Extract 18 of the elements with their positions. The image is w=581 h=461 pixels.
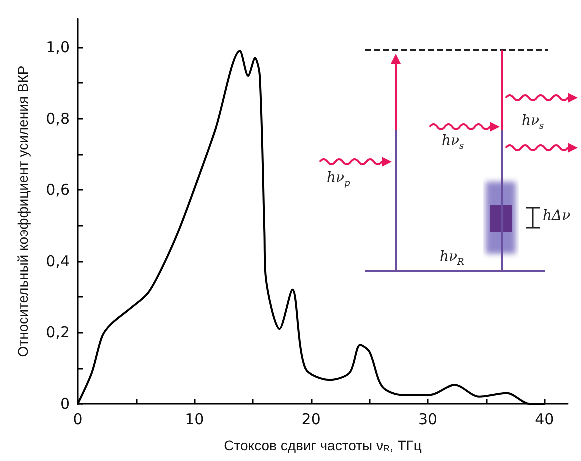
y-tick-label: 0,2 (46, 324, 70, 342)
y-tick-label: 1,0 (46, 38, 70, 57)
x-tick-label: 40 (535, 410, 554, 428)
annotation: hν$_{s}$ (522, 113, 544, 132)
x-tick-label: 10 (185, 410, 204, 428)
y-tick-label: 0,4 (46, 252, 70, 270)
annotation: hν$_{R}$ (440, 249, 464, 268)
x-tick-label: 30 (418, 410, 438, 428)
annotation: hΔν (543, 208, 571, 224)
x-tick-label: 20 (302, 410, 321, 428)
y-tick-label: 0,8 (46, 110, 70, 128)
x-axis-title: Стоксов сдвиг частоты νR, ТГц (224, 438, 422, 454)
y-axis-title: Относительный коэффициент усиления ВКР (15, 66, 31, 358)
y-tick-label: 0,6 (46, 181, 70, 200)
x-tick-label: 0 (73, 410, 83, 428)
annotation: hν$_{s}$ (442, 133, 464, 152)
y-tick-label: 0 (60, 395, 70, 413)
annotation: hν$_{p}$ (327, 170, 350, 189)
